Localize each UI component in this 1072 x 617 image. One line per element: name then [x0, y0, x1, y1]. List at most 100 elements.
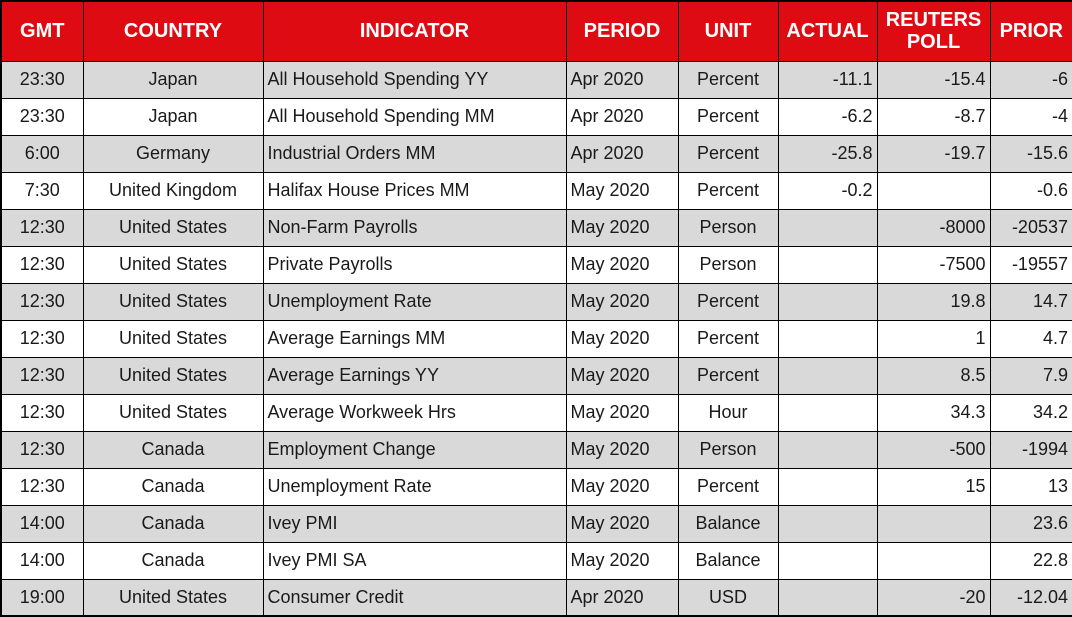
- cell-prior: -0.6: [989, 171, 1072, 210]
- cell-actual: [777, 430, 878, 469]
- cell-gmt: 12:30: [0, 467, 84, 506]
- cell-indicator: Unemployment Rate: [262, 467, 567, 506]
- column-header-actual: ACTUAL: [777, 0, 878, 62]
- cell-actual: [777, 393, 878, 432]
- cell-unit: Percent: [677, 467, 779, 506]
- cell-reuters-poll: -19.7: [876, 134, 991, 173]
- table-row: 12:30 United States Average Workweek Hrs…: [0, 393, 1072, 432]
- cell-indicator: Industrial Orders MM: [262, 134, 567, 173]
- table-row: 14:00 Canada Ivey PMI SA May 2020 Balanc…: [0, 541, 1072, 580]
- cell-actual: [777, 504, 878, 543]
- cell-unit: Hour: [677, 393, 779, 432]
- cell-prior: -15.6: [989, 134, 1072, 173]
- cell-unit: Percent: [677, 282, 779, 321]
- cell-reuters-poll: -8.7: [876, 97, 991, 136]
- cell-prior: 4.7: [989, 319, 1072, 358]
- cell-period: May 2020: [565, 319, 679, 358]
- cell-period: May 2020: [565, 282, 679, 321]
- cell-prior: -1994: [989, 430, 1072, 469]
- cell-gmt: 6:00: [0, 134, 84, 173]
- cell-period: May 2020: [565, 541, 679, 580]
- cell-gmt: 14:00: [0, 504, 84, 543]
- table-row: 6:00 Germany Industrial Orders MM Apr 20…: [0, 134, 1072, 173]
- cell-gmt: 19:00: [0, 578, 84, 617]
- cell-period: May 2020: [565, 430, 679, 469]
- cell-unit: Balance: [677, 541, 779, 580]
- cell-gmt: 12:30: [0, 208, 84, 247]
- cell-period: Apr 2020: [565, 134, 679, 173]
- column-header-unit: UNIT: [677, 0, 779, 62]
- cell-prior: -6: [989, 60, 1072, 99]
- cell-reuters-poll: -500: [876, 430, 991, 469]
- cell-country: United States: [82, 356, 264, 395]
- header-row: GMT COUNTRY INDICATOR PERIOD UNIT ACTUAL…: [0, 0, 1072, 62]
- cell-unit: Person: [677, 430, 779, 469]
- cell-reuters-poll: -8000: [876, 208, 991, 247]
- cell-country: Canada: [82, 541, 264, 580]
- cell-actual: -0.2: [777, 171, 878, 210]
- cell-country: United States: [82, 393, 264, 432]
- cell-period: May 2020: [565, 467, 679, 506]
- column-header-country: COUNTRY: [82, 0, 264, 62]
- cell-reuters-poll: [876, 171, 991, 210]
- cell-indicator: Average Earnings YY: [262, 356, 567, 395]
- cell-period: May 2020: [565, 504, 679, 543]
- cell-actual: [777, 467, 878, 506]
- cell-period: May 2020: [565, 356, 679, 395]
- cell-gmt: 23:30: [0, 60, 84, 99]
- cell-actual: [777, 208, 878, 247]
- cell-reuters-poll: [876, 541, 991, 580]
- cell-indicator: Employment Change: [262, 430, 567, 469]
- cell-actual: [777, 245, 878, 284]
- cell-country: Canada: [82, 430, 264, 469]
- cell-reuters-poll: 19.8: [876, 282, 991, 321]
- cell-reuters-poll: -7500: [876, 245, 991, 284]
- cell-prior: -4: [989, 97, 1072, 136]
- cell-actual: [777, 578, 878, 617]
- table-row: 14:00 Canada Ivey PMI May 2020 Balance 2…: [0, 504, 1072, 543]
- cell-unit: Percent: [677, 319, 779, 358]
- cell-country: Canada: [82, 504, 264, 543]
- cell-unit: Person: [677, 245, 779, 284]
- table-row: 23:30 Japan All Household Spending YY Ap…: [0, 60, 1072, 99]
- column-header-prior: PRIOR: [989, 0, 1072, 62]
- cell-period: Apr 2020: [565, 97, 679, 136]
- cell-actual: -25.8: [777, 134, 878, 173]
- cell-prior: 14.7: [989, 282, 1072, 321]
- cell-indicator: Ivey PMI: [262, 504, 567, 543]
- table-body: 23:30 Japan All Household Spending YY Ap…: [0, 60, 1072, 617]
- cell-indicator: Non-Farm Payrolls: [262, 208, 567, 247]
- cell-reuters-poll: -20: [876, 578, 991, 617]
- cell-period: Apr 2020: [565, 578, 679, 617]
- cell-country: United States: [82, 245, 264, 284]
- table-row: 12:30 United States Unemployment Rate Ma…: [0, 282, 1072, 321]
- cell-indicator: Average Workweek Hrs: [262, 393, 567, 432]
- cell-gmt: 23:30: [0, 97, 84, 136]
- cell-period: May 2020: [565, 393, 679, 432]
- cell-indicator: Ivey PMI SA: [262, 541, 567, 580]
- cell-country: Canada: [82, 467, 264, 506]
- table-row: 12:30 Canada Employment Change May 2020 …: [0, 430, 1072, 469]
- cell-indicator: Unemployment Rate: [262, 282, 567, 321]
- cell-indicator: All Household Spending MM: [262, 97, 567, 136]
- cell-prior: 7.9: [989, 356, 1072, 395]
- cell-period: May 2020: [565, 245, 679, 284]
- cell-unit: Balance: [677, 504, 779, 543]
- cell-reuters-poll: -15.4: [876, 60, 991, 99]
- cell-actual: [777, 356, 878, 395]
- cell-gmt: 7:30: [0, 171, 84, 210]
- table-row: 12:30 United States Non-Farm Payrolls Ma…: [0, 208, 1072, 247]
- cell-country: Japan: [82, 60, 264, 99]
- cell-period: May 2020: [565, 208, 679, 247]
- cell-country: Japan: [82, 97, 264, 136]
- cell-indicator: All Household Spending YY: [262, 60, 567, 99]
- cell-country: Germany: [82, 134, 264, 173]
- table-row: 12:30 United States Average Earnings MM …: [0, 319, 1072, 358]
- cell-prior: -12.04: [989, 578, 1072, 617]
- cell-gmt: 14:00: [0, 541, 84, 580]
- cell-gmt: 12:30: [0, 356, 84, 395]
- cell-country: United Kingdom: [82, 171, 264, 210]
- column-header-period: PERIOD: [565, 0, 679, 62]
